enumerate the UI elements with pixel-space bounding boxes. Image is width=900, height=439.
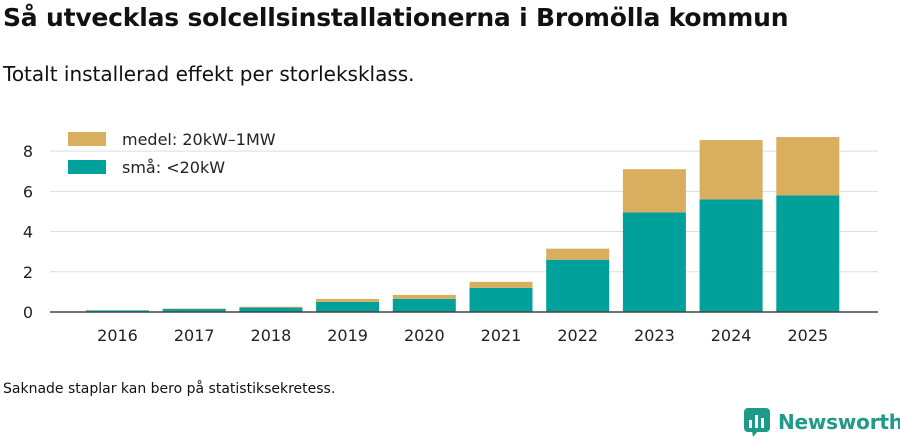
legend-label: medel: 20kW–1MW bbox=[122, 130, 276, 149]
y-tick-label: 2 bbox=[23, 263, 33, 282]
y-tick-label: 4 bbox=[23, 223, 33, 242]
stacked-bar-chart: 0 2 4 6 8 2016 2017 2018 2019 2020 2021 2022 2023 202… bbox=[23, 130, 878, 345]
bar-sma-2024 bbox=[699, 199, 763, 312]
legend-swatch bbox=[68, 160, 106, 174]
chart-subtitle: Totalt installerad effekt per storlekskl… bbox=[3, 62, 415, 86]
bar-medel-2023 bbox=[622, 169, 686, 213]
logo-text: Newsworthy bbox=[778, 410, 900, 434]
bar-sma-2016 bbox=[86, 310, 149, 312]
bars bbox=[86, 137, 840, 312]
bar-medel-2024 bbox=[699, 140, 763, 200]
x-tick-label: 2017 bbox=[174, 326, 215, 345]
bar-medel-2025 bbox=[776, 137, 840, 196]
footnote: Saknade staplar kan bero på statistiksek… bbox=[3, 381, 336, 397]
newsworthy-logo-icon bbox=[744, 408, 770, 437]
x-tick-label: 2021 bbox=[481, 326, 522, 345]
bar-medel-2021 bbox=[469, 281, 533, 288]
bar-medel-2019 bbox=[316, 298, 380, 302]
chart-title: Så utvecklas solcellsinstallationerna i … bbox=[3, 3, 789, 32]
x-tick-label: 2022 bbox=[557, 326, 598, 345]
bar-sma-2019 bbox=[316, 301, 380, 312]
x-tick-label: 2023 bbox=[634, 326, 675, 345]
x-tick-label: 2025 bbox=[787, 326, 828, 345]
axes: 0 2 4 6 8 2016 2017 2018 2019 2020 2021 2022 2023 202… bbox=[23, 142, 878, 345]
y-tick-label: 8 bbox=[23, 142, 33, 161]
bar-sma-2020 bbox=[392, 298, 456, 312]
x-tick-label: 2024 bbox=[711, 326, 752, 345]
x-tick-label: 2018 bbox=[251, 326, 292, 345]
bar-sma-2021 bbox=[469, 287, 533, 312]
x-tick-label: 2016 bbox=[97, 326, 138, 345]
bar-sma-2023 bbox=[622, 212, 686, 312]
legend: medel: 20kW–1MW små: <20kW bbox=[68, 130, 276, 177]
y-tick-label: 0 bbox=[23, 303, 33, 322]
bar-sma-2018 bbox=[239, 307, 303, 312]
bar-medel-2017 bbox=[162, 308, 226, 310]
bar-medel-2020 bbox=[392, 294, 456, 299]
bar-sma-2025 bbox=[776, 195, 840, 312]
x-tick-label: 2019 bbox=[327, 326, 368, 345]
bar-sma-2017 bbox=[162, 308, 226, 312]
y-tick-label: 6 bbox=[23, 182, 33, 201]
bar-sma-2022 bbox=[546, 259, 610, 312]
legend-label: små: <20kW bbox=[122, 158, 225, 177]
bar-medel-2022 bbox=[546, 248, 610, 260]
newsworthy-logo[interactable]: Newsworthy bbox=[744, 406, 900, 438]
legend-swatch bbox=[68, 132, 106, 146]
x-tick-label: 2020 bbox=[404, 326, 445, 345]
bar-medel-2018 bbox=[239, 306, 303, 308]
